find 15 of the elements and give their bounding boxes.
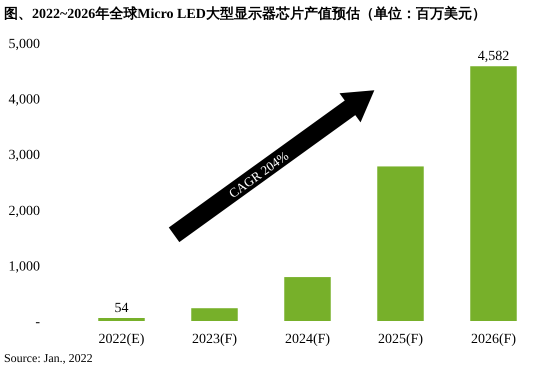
x-tick-label: 2026(F) bbox=[470, 332, 516, 347]
data-label: 54 bbox=[114, 301, 128, 316]
x-tick-label: 2022(E) bbox=[98, 332, 145, 347]
source-note: Source: Jan., 2022 bbox=[4, 351, 93, 365]
x-tick-label: 2024(F) bbox=[284, 332, 330, 347]
y-tick-label: 1,000 bbox=[8, 259, 40, 274]
x-tick-label: 2025(F) bbox=[378, 332, 424, 347]
y-tick-label: 4,000 bbox=[8, 92, 40, 108]
data-label: 4,582 bbox=[478, 49, 510, 64]
y-tick-label: 5,000 bbox=[8, 37, 40, 52]
chart-title: 图、2022~2026年全球Micro LED大型显示器芯片产值预估（单位：百万美元） bbox=[4, 5, 486, 22]
y-tick-label: 3,000 bbox=[8, 148, 40, 164]
x-tick-label: 2023(F) bbox=[192, 332, 238, 347]
y-tick-label: - bbox=[35, 315, 40, 330]
y-tick-label: 2,000 bbox=[8, 204, 40, 219]
